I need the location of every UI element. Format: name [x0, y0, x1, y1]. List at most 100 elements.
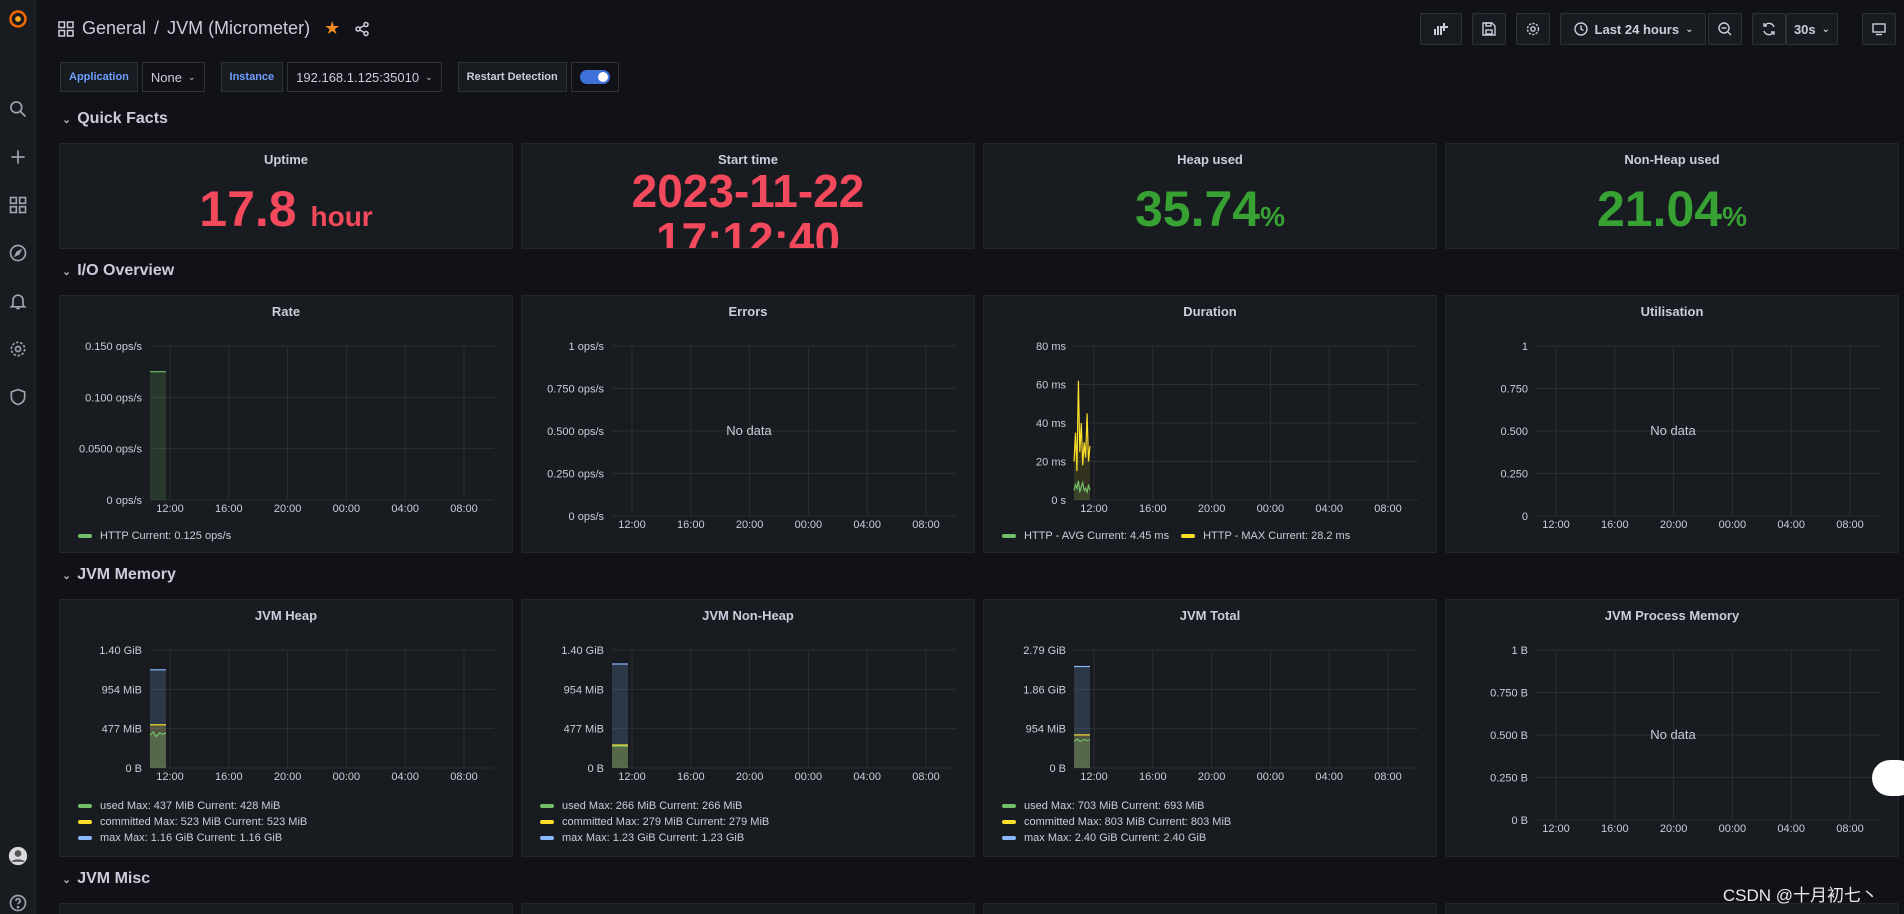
user-avatar-icon[interactable] — [7, 845, 29, 867]
restart-detection-label: Restart Detection — [457, 62, 567, 92]
x-tick-label: 04:00 — [391, 503, 419, 515]
save-dashboard-button[interactable] — [1472, 13, 1506, 45]
x-tick-label: 08:00 — [912, 519, 940, 531]
series-area-used — [1074, 739, 1090, 768]
x-tick-label: 04:00 — [391, 771, 419, 783]
refresh-interval-picker[interactable]: 30s ⌄ — [1786, 13, 1838, 45]
heap-used-value: 35.74% — [1134, 181, 1286, 237]
misc-panel-1[interactable] — [59, 903, 513, 914]
y-tick-label: 477 MiB — [564, 724, 604, 736]
dashboard-settings-button[interactable] — [1516, 13, 1550, 45]
share-icon[interactable] — [354, 21, 370, 37]
x-tick-label: 16:00 — [1601, 823, 1629, 835]
misc-panel-3[interactable] — [983, 903, 1437, 914]
variables-bar: Application None ⌄ Instance 192.168.1.12… — [60, 62, 619, 92]
errors-panel[interactable]: Errors 1 ops/s 0.750 ops/s 0.500 ops/s 0.25… — [521, 295, 975, 553]
y-tick-label: 1 — [1522, 341, 1528, 353]
legend-text: used Max: 703 MiB Current: 693 MiB — [1024, 800, 1205, 812]
x-tick-label: 20:00 — [274, 503, 302, 515]
x-tick-label: 20:00 — [274, 771, 302, 783]
jvm-total-panel[interactable]: JVM Total 2.79 GiB 1.86 GiB 954 MiB 0 B 12:0… — [983, 599, 1437, 857]
y-tick-label: 0 B — [587, 763, 604, 775]
legend-item[interactable]: max Max: 1.16 GiB Current: 1.16 GiB — [78, 832, 307, 844]
x-tick-label: 20:00 — [736, 519, 764, 531]
y-tick-label: 954 MiB — [564, 684, 604, 696]
explore-compass-icon[interactable] — [7, 242, 29, 264]
application-variable-select[interactable]: None ⌄ — [141, 62, 205, 92]
legend-item[interactable]: used Max: 266 MiB Current: 266 MiB — [540, 800, 769, 812]
uptime-panel[interactable]: Uptime 17.8 hour — [59, 143, 513, 249]
legend-item[interactable]: committed Max: 523 MiB Current: 523 MiB — [78, 816, 307, 828]
zoom-out-button[interactable] — [1708, 13, 1742, 45]
shield-icon[interactable] — [7, 386, 29, 408]
alerting-bell-icon[interactable] — [7, 290, 29, 312]
heap-used-panel[interactable]: Heap used 35.74% — [983, 143, 1437, 249]
x-tick-label: 04:00 — [853, 771, 881, 783]
series-area-max — [150, 669, 166, 768]
start-time-panel[interactable]: Start time 2023-11-22 17:12:40 — [521, 143, 975, 249]
panel-title: Duration — [1183, 304, 1237, 319]
legend-swatch — [1002, 820, 1016, 824]
restart-detection-toggle[interactable] — [570, 62, 619, 92]
row-jvm-memory[interactable]: ⌄ JVM Memory — [62, 566, 176, 584]
chart-svg: 1 B 0.750 B 0.500 B 0.250 B 0 B 12:00 16:00 20:… — [1490, 645, 1880, 835]
chart-legend: HTTP - AVG Current: 4.45 ms HTTP - MAX Cu… — [1002, 530, 1350, 542]
no-data-label: No data — [1650, 423, 1696, 438]
legend-item[interactable]: used Max: 437 MiB Current: 428 MiB — [78, 800, 307, 812]
row-io-overview[interactable]: ⌄ I/O Overview — [62, 262, 174, 280]
clock-icon — [1573, 22, 1588, 36]
dashboards-icon[interactable] — [7, 194, 29, 216]
jvm-process-memory-panel[interactable]: JVM Process Memory 1 B 0.750 B 0.500 B 0.25… — [1445, 599, 1899, 857]
series-area-max — [612, 664, 628, 768]
x-tick-label: 16:00 — [677, 771, 705, 783]
tv-mode-button[interactable] — [1862, 13, 1896, 45]
settings-gear-icon[interactable] — [7, 338, 29, 360]
legend-item[interactable]: max Max: 2.40 GiB Current: 2.40 GiB — [1002, 832, 1231, 844]
search-icon[interactable] — [7, 98, 29, 120]
non-heap-used-panel[interactable]: Non-Heap used 21.04% — [1445, 143, 1899, 249]
add-panel-button[interactable] — [1420, 13, 1462, 45]
y-tick-label: 2.79 GiB — [1023, 645, 1066, 657]
grafana-logo-icon[interactable] — [7, 8, 29, 30]
utilisation-panel[interactable]: Utilisation 1 0.750 0.500 0.250 0 12:00 16:00 2… — [1445, 295, 1899, 553]
y-tick-label: 60 ms — [1036, 380, 1066, 392]
dashboard-title[interactable]: JVM (Micrometer) — [167, 18, 311, 38]
non-heap-used-unit: % — [1722, 201, 1748, 232]
duration-panel[interactable]: Duration 80 ms 60 ms 40 ms 20 ms 0 s 12:00 16:… — [983, 295, 1437, 553]
misc-panel-4[interactable] — [1445, 903, 1899, 914]
refresh-button[interactable] — [1752, 13, 1786, 45]
legend-text: HTTP Current: 0.125 ops/s — [100, 530, 232, 542]
misc-panel-2[interactable] — [521, 903, 975, 914]
legend-item[interactable]: HTTP - AVG Current: 4.45 ms — [1002, 530, 1169, 542]
row-title-jvm-misc: JVM Misc — [77, 870, 151, 887]
toggle-switch[interactable] — [579, 70, 610, 84]
row-quick-facts[interactable]: ⌄ Quick Facts — [62, 110, 168, 128]
y-tick-label: 0.750 — [1500, 384, 1528, 396]
instance-variable-label: Instance — [220, 62, 284, 92]
x-tick-label: 08:00 — [1374, 771, 1402, 783]
legend-item[interactable]: HTTP - MAX Current: 28.2 ms — [1181, 530, 1350, 542]
legend-item[interactable]: used Max: 703 MiB Current: 693 MiB — [1002, 800, 1231, 812]
chevron-down-icon: ⌄ — [425, 71, 433, 82]
row-jvm-misc[interactable]: ⌄ JVM Misc — [62, 870, 150, 888]
legend-item[interactable]: committed Max: 279 MiB Current: 279 MiB — [540, 816, 769, 828]
rate-panel[interactable]: Rate 0.150 ops/s 0.100 ops/s 0.0500 ops/s 0… — [59, 295, 513, 553]
time-range-picker[interactable]: Last 24 hours ⌄ — [1560, 13, 1706, 45]
legend-item[interactable]: max Max: 1.23 GiB Current: 1.23 GiB — [540, 832, 769, 844]
jvm-non-heap-panel[interactable]: JVM Non-Heap 1.40 GiB 954 MiB 477 MiB 0 B 12… — [521, 599, 975, 857]
legend-item[interactable]: committed Max: 803 MiB Current: 803 MiB — [1002, 816, 1231, 828]
star-icon[interactable]: ★ — [324, 18, 341, 38]
y-tick-label: 80 ms — [1036, 341, 1066, 353]
non-heap-used-value: 21.04% — [1596, 181, 1748, 237]
y-tick-label: 0 B — [125, 763, 142, 775]
legend-item[interactable]: HTTP Current: 0.125 ops/s — [78, 530, 231, 542]
assistant-float-button[interactable] — [1872, 760, 1904, 796]
breadcrumb-folder[interactable]: General — [82, 18, 147, 38]
instance-variable-select[interactable]: 192.168.1.125:35010 ⌄ — [287, 62, 442, 92]
legend-text: max Max: 2.40 GiB Current: 2.40 GiB — [1024, 832, 1207, 844]
help-icon[interactable] — [7, 892, 29, 914]
jvm-heap-panel[interactable]: JVM Heap 1.40 GiB 954 MiB 477 MiB 0 B 12:00 1… — [59, 599, 513, 857]
chart-svg: 2.79 GiB 1.86 GiB 954 MiB 0 B 12:00 16:00 20:0… — [1023, 645, 1418, 783]
legend-swatch — [540, 820, 554, 824]
plus-icon[interactable] — [7, 146, 29, 168]
